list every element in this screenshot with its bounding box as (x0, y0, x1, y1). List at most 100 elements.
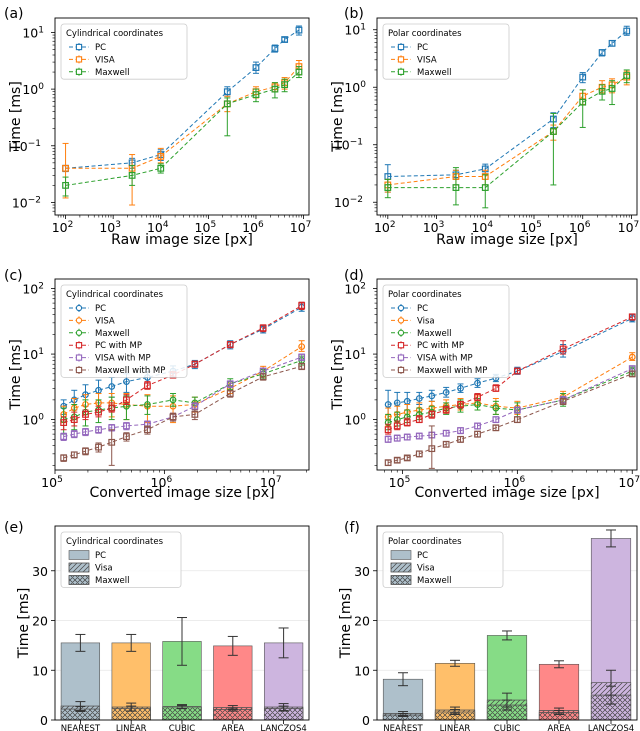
data-point (415, 432, 423, 440)
data-point (60, 454, 68, 462)
y-tick-label: 30 (354, 564, 370, 579)
data-point (428, 445, 436, 453)
data-point (70, 430, 78, 438)
data-point (226, 380, 234, 388)
data-point (144, 382, 151, 390)
series-maxwell (62, 66, 303, 197)
legend-marker (75, 304, 83, 312)
data-point (95, 443, 102, 451)
data-point (442, 429, 450, 437)
series-line (63, 365, 302, 459)
legend-marker (75, 366, 83, 374)
y-tick-label: 100 (22, 413, 44, 428)
bar-group-nearest (60, 633, 101, 721)
x-tick-label: 107 (618, 220, 640, 235)
legend-title: Polar coordinates (388, 290, 462, 300)
data-point (144, 426, 151, 434)
series-line (387, 370, 633, 424)
series-line (387, 30, 628, 177)
data-point (457, 384, 464, 392)
legend-marker (397, 329, 405, 336)
y-axis-label: Time [ms] (8, 81, 24, 153)
series-pc-with-mp (384, 313, 636, 435)
data-point (492, 384, 500, 392)
y-tick-label: 10 (354, 663, 370, 678)
legend-swatch (68, 550, 90, 560)
legend-box (382, 531, 504, 588)
legend-box (382, 23, 510, 80)
x-axis-label: Raw image size [px] (436, 232, 578, 248)
data-point (226, 341, 234, 348)
y-tick-label: 10−2 (334, 195, 363, 210)
legend-label: VISA with MP (417, 354, 473, 364)
data-point (513, 367, 521, 375)
legend: Cylindrical coordinates PC VISA Maxwell PC w… (60, 284, 188, 378)
bar-group-cubic (486, 630, 528, 721)
data-point (384, 435, 392, 443)
series-maxwell-with-mp (60, 362, 306, 466)
axes-frame (376, 17, 638, 216)
legend-label: PC (95, 43, 106, 53)
data-point (384, 401, 392, 408)
data-point (60, 433, 68, 440)
x-tick-label: NEAREST (383, 724, 423, 731)
panel-label: (b) (344, 6, 364, 22)
data-point (70, 451, 78, 459)
data-point (252, 91, 260, 99)
legend-label: Maxwell (95, 576, 129, 586)
data-point (598, 49, 606, 57)
legend-marker (75, 317, 83, 324)
data-point (608, 85, 616, 92)
y-tick-label: 20 (354, 614, 370, 629)
y-tick-label: 100 (344, 413, 366, 428)
legend-label: PC (417, 551, 428, 561)
data-point (415, 450, 423, 458)
legend: Cylindrical coordinates PC VISA Maxwell (60, 23, 188, 80)
legend-label: VISA (417, 55, 437, 65)
y-tick-label: 10−2 (12, 195, 41, 210)
bar-group-area (538, 660, 580, 721)
series-visa (62, 59, 303, 206)
series-line (388, 368, 633, 440)
axes-frame (54, 17, 310, 216)
data-point (295, 26, 303, 34)
x-tick-label: 107 (618, 475, 640, 490)
panel-4: 0 10 20 30 NEAREST LINEAR CUBIC AREA LANCZOS4 Cyl… (16, 525, 310, 731)
data-point (384, 184, 392, 191)
legend-marker (75, 68, 83, 75)
series-line (63, 305, 302, 424)
legend-marker (397, 366, 405, 374)
data-point (457, 401, 464, 408)
data-point (259, 373, 267, 381)
data-point (62, 181, 69, 189)
legend-marker (75, 342, 83, 349)
legend: Cylindrical coordinates PC Visa Maxwell (60, 531, 182, 588)
series-maxwell (384, 69, 631, 209)
legend-marker (397, 56, 405, 63)
y-tick-label: 0 (362, 713, 370, 728)
data-point (457, 427, 464, 434)
data-point (144, 401, 151, 408)
series-visa-with-mp (384, 365, 636, 443)
data-point (295, 68, 303, 76)
legend-box (382, 284, 510, 378)
legend-label: Maxwell with MP (95, 366, 165, 376)
y-tick-label: 20 (32, 614, 48, 629)
series-line (63, 356, 302, 438)
legend-marker (397, 317, 405, 324)
data-point (492, 404, 500, 412)
y-axis-label: Time [ms] (16, 588, 32, 660)
x-axis-label: Raw image size [px] (111, 232, 253, 248)
data-point (474, 393, 481, 401)
data-point (60, 419, 68, 426)
panel-label: (a) (4, 6, 24, 22)
data-point (579, 73, 587, 81)
data-point (123, 378, 130, 386)
legend-title: Cylindrical coordinates (66, 290, 164, 300)
legend-label: PC with MP (95, 341, 142, 351)
data-point (271, 45, 279, 52)
legend-swatch-pattern (68, 575, 90, 585)
